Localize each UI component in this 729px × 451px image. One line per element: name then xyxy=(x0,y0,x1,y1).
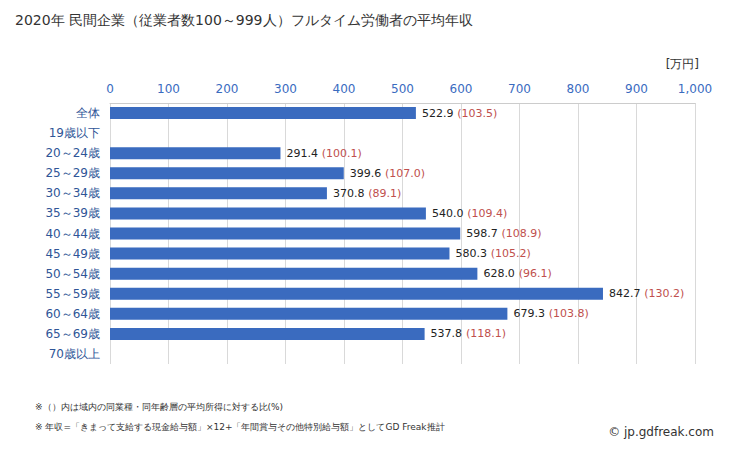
svg-text:(105.2): (105.2) xyxy=(491,247,531,260)
svg-text:全体: 全体 xyxy=(76,106,100,120)
svg-text:50～54歳: 50～54歳 xyxy=(45,267,100,281)
svg-text:(130.2): (130.2) xyxy=(644,287,684,300)
svg-text:45～49歳: 45～49歳 xyxy=(45,247,100,261)
svg-text:1,000: 1,000 xyxy=(678,82,712,96)
svg-text:(109.4): (109.4) xyxy=(467,207,507,220)
svg-text:(96.1): (96.1) xyxy=(519,267,552,280)
svg-text:19歳以下: 19歳以下 xyxy=(49,126,100,140)
svg-text:700: 700 xyxy=(508,82,531,96)
svg-text:(89.1): (89.1) xyxy=(368,187,401,200)
svg-text:628.0: 628.0 xyxy=(483,267,515,280)
svg-text:65～69歳: 65～69歳 xyxy=(45,327,100,341)
svg-text:30～34歳: 30～34歳 xyxy=(45,186,100,200)
svg-text:(118.1): (118.1) xyxy=(466,327,506,340)
svg-text:200: 200 xyxy=(216,82,239,96)
svg-text:2020年 民間企業（従業者数100～999人）フルタイム労: 2020年 民間企業（従業者数100～999人）フルタイム労働者の平均年収 xyxy=(15,12,473,28)
svg-text:35～39歳: 35～39歳 xyxy=(45,206,100,220)
svg-text:900: 900 xyxy=(625,82,648,96)
svg-text:20～24歳: 20～24歳 xyxy=(45,146,100,160)
svg-text:679.3: 679.3 xyxy=(513,307,545,320)
svg-text:291.4: 291.4 xyxy=(286,147,318,160)
svg-text:540.0: 540.0 xyxy=(432,207,464,220)
svg-text:537.8: 537.8 xyxy=(431,327,463,340)
svg-text:(100.1): (100.1) xyxy=(322,147,362,160)
svg-text:40～44歳: 40～44歳 xyxy=(45,227,100,241)
svg-text:800: 800 xyxy=(567,82,590,96)
svg-text:500: 500 xyxy=(391,82,414,96)
svg-text:© jp.gdfreak.com: © jp.gdfreak.com xyxy=(608,425,714,439)
svg-text:522.9: 522.9 xyxy=(422,107,454,120)
svg-text:400: 400 xyxy=(333,82,356,96)
svg-text:25～29歳: 25～29歳 xyxy=(45,166,100,180)
svg-text:60～64歳: 60～64歳 xyxy=(45,307,100,321)
svg-text:(103.5): (103.5) xyxy=(457,107,497,120)
svg-text:598.7: 598.7 xyxy=(466,227,498,240)
svg-text:(103.8): (103.8) xyxy=(549,307,589,320)
svg-text:300: 300 xyxy=(274,82,297,96)
svg-text:55～59歳: 55～59歳 xyxy=(45,287,100,301)
svg-text:(108.9): (108.9) xyxy=(502,227,542,240)
svg-text:70歳以上: 70歳以上 xyxy=(49,347,100,361)
svg-text:※ 年収=「きまって支給する現金給与額」×12+「年間賞与そ: ※ 年収=「きまって支給する現金給与額」×12+「年間賞与その他特別給与額」とし… xyxy=(35,422,445,432)
svg-text:※（）内は域内の同業種・同年齢層の平均所得に対する比(%): ※（）内は域内の同業種・同年齢層の平均所得に対する比(%) xyxy=(35,402,283,412)
svg-text:(107.0): (107.0) xyxy=(385,167,425,180)
svg-text:[万円]: [万円] xyxy=(666,57,699,71)
svg-text:0: 0 xyxy=(106,82,114,96)
svg-text:370.8: 370.8 xyxy=(333,187,365,200)
svg-text:399.6: 399.6 xyxy=(350,167,382,180)
svg-text:100: 100 xyxy=(157,82,180,96)
svg-text:842.7: 842.7 xyxy=(609,287,641,300)
svg-text:600: 600 xyxy=(450,82,473,96)
svg-text:580.3: 580.3 xyxy=(455,247,487,260)
